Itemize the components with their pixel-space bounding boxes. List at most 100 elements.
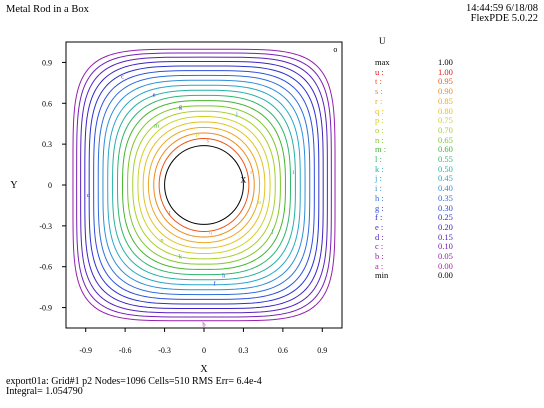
y-tick-label-6: -0.9 [39,304,52,313]
contour-label-o: o [258,199,261,206]
contour-k [112,89,296,281]
y-tick-label-1: 0.6 [42,99,52,108]
legend-max-label: max [375,57,390,67]
contour-e [84,60,324,310]
contour-label-t: t [169,210,171,217]
legend-row-s: s : 0.90 [375,87,485,96]
contour-s [153,132,255,238]
legend-row-u-value: 1.00 [438,66,453,77]
contour-label-p: p [196,131,199,138]
legend-row-f-value: 0.25 [438,212,453,223]
legend-row-t-label: t : [375,76,382,87]
legend-title: U [379,36,386,46]
legend-row-i-label: i : [375,183,382,194]
contour-label-n: n [160,237,164,244]
legend-row-l-label: l : [375,154,382,164]
legend-row-r-label: r : [375,95,383,106]
legend-row-k-value: 0.50 [438,163,453,174]
x-tick-label-0: -0.9 [79,346,92,355]
legend-row-u: u : 1.00 [375,66,485,77]
legend-row-m-label: m : [375,144,387,155]
contour-label-r: r [250,169,253,176]
contour-m [122,100,286,270]
legend-max: max 1.00 [375,58,485,67]
legend-row-c-value: 0.10 [438,241,453,252]
legend-row-a-label: a : [375,260,384,271]
rod-hole [164,145,244,225]
legend-row-h-label: h : [375,192,384,203]
contour-d [80,56,328,314]
legend-row-a: a : 0.00 [375,260,485,271]
contour-b [72,48,336,322]
contour-lines [72,48,336,322]
y-tick-label-2: 0.3 [42,140,52,149]
contour-q [142,121,266,249]
legend-row-s-value: 0.90 [438,86,453,97]
legend-row-d: d : 0.15 [375,231,485,242]
legend-row-g: g : 0.30 [375,202,485,213]
legend-row-q-label: q : [375,105,384,116]
legend-min-value: 0.00 [438,270,453,281]
y-tick-label-3: 0 [48,181,52,190]
contour-label-c: c [121,74,124,81]
legend-row-g-label: g : [375,202,384,213]
y-tick-label-4: -0.3 [39,222,52,231]
legend-row-b-label: b : [375,251,384,261]
legend-row-o: o : 0.70 [375,124,485,135]
legend-row-f-label: f : [375,212,383,223]
contour-label-s: s [207,138,210,145]
contour-label-d: d [87,192,91,199]
contour-j [107,84,301,286]
legend-row-u-label: u : [375,66,384,77]
legend-row-j-value: 0.45 [438,173,453,184]
legend-row-f: f : 0.25 [375,213,485,222]
legend-row-m: m : 0.60 [375,145,485,154]
contour-o [132,110,276,260]
contour-label-h: h [222,272,226,279]
footer: export01a: Grid#1 p2 Nodes=1096 Cells=51… [6,377,262,397]
legend-row-r: r : 0.85 [375,95,485,106]
legend-row-e: e : 0.20 [375,221,485,232]
markers: Xo [241,45,338,185]
contour-c [76,52,332,318]
y-tick-label-5: -0.6 [39,263,52,272]
legend-row-i-value: 0.40 [438,183,453,194]
x-tick-label-5: 0.6 [278,346,288,355]
legend-row-d-value: 0.15 [438,231,453,242]
legend-row-b-value: 0.05 [438,251,453,261]
contour-n [127,105,281,265]
contour-p [137,116,271,254]
rod-hole-circle [164,145,244,225]
legend-row-g-value: 0.30 [438,202,453,213]
contour-label-b: b [202,321,205,328]
legend-row-c-label: c : [375,241,384,252]
legend-row-e-value: 0.20 [438,221,453,232]
contour-label-e: e [153,91,156,98]
legend-row-o-label: o : [375,124,384,135]
contour-i [102,79,306,291]
legend-row-l-value: 0.55 [438,154,453,164]
legend-row-h-value: 0.35 [438,192,453,203]
legend-row-n-value: 0.65 [438,134,453,145]
legend-row-p-value: 0.75 [438,115,453,126]
legend-row-i: i : 0.40 [375,184,485,193]
contour-r [147,126,261,244]
contour-label-g: g [179,104,183,111]
legend-max-value: 1.00 [438,57,453,67]
legend-row-k: k : 0.50 [375,163,485,174]
y-axis-label: Y [10,180,17,191]
contour-labels: b c d e f g h i j k l m n o p q r s t [87,74,295,329]
x-tick-label-2: -0.3 [158,346,171,355]
contour-label-f: f [213,281,216,288]
contour-l [117,94,291,276]
legend-row-p: p : 0.75 [375,116,485,125]
contour-g [93,70,315,300]
contour-t [158,138,250,232]
contour-label-m: m [154,123,159,130]
legend-row-o-value: 0.70 [438,124,453,135]
contour-label-q: q [209,229,213,236]
footer-stats: export01a: Grid#1 p2 Nodes=1096 Cells=51… [6,376,262,387]
legend-row-d-label: d : [375,231,384,242]
legend-row-n-label: n : [375,134,384,145]
chart-title: Metal Rod in a Box [6,4,89,15]
